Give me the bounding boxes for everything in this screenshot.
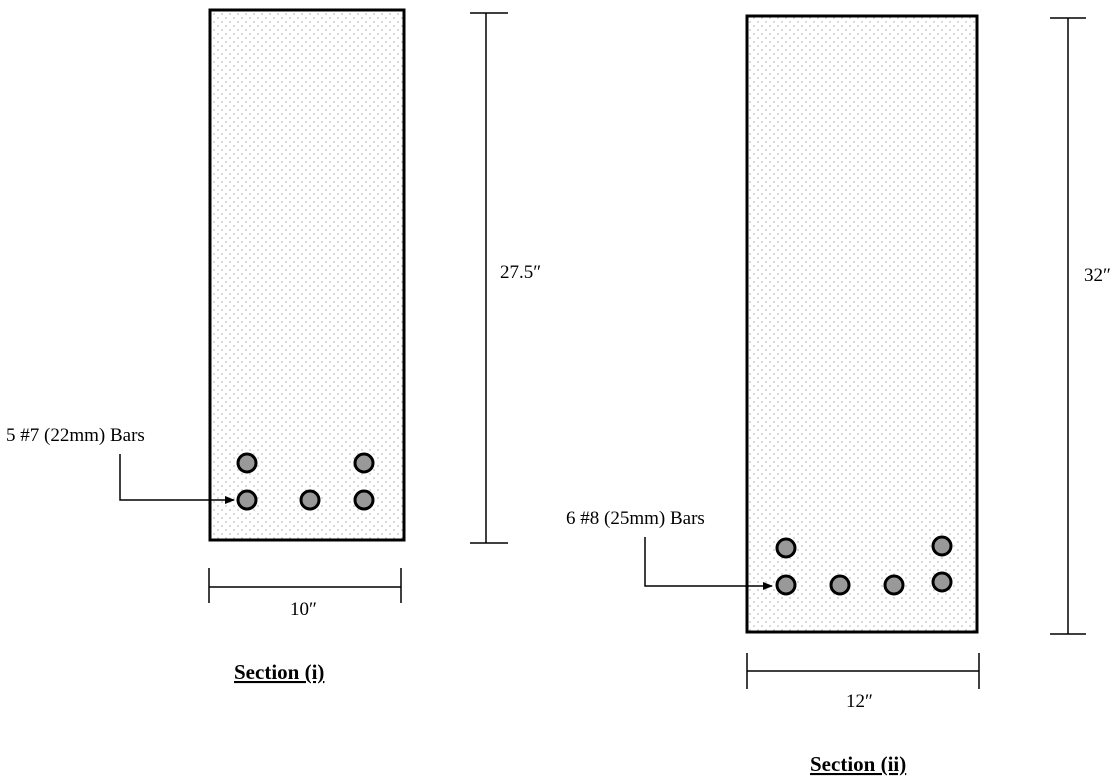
section-i-bars <box>236 452 375 511</box>
rebar <box>775 537 797 559</box>
section-ii-bars-label: 6 #8 (25mm) Bars <box>566 508 705 529</box>
section-i-concrete <box>208 8 406 542</box>
section-i-depth-label: 27.5″ <box>500 262 541 283</box>
section-ii-depth-label: 32″ <box>1084 265 1111 286</box>
rebar <box>299 489 321 511</box>
section-i-bars-leader <box>119 454 235 504</box>
section-ii-bars-leader <box>644 537 773 590</box>
rebar <box>931 571 953 593</box>
rebar <box>236 452 258 474</box>
rebar <box>775 574 797 596</box>
section-ii: 6 #8 (25mm) Bars 32″ 12″ Section (ii) <box>566 14 1111 776</box>
section-ii-width-label: 12″ <box>846 691 873 712</box>
section-ii-title: Section (ii) <box>810 752 906 776</box>
section-i-bars-label: 5 #7 (22mm) Bars <box>6 425 145 446</box>
rebar <box>829 574 851 596</box>
rebar <box>931 535 953 557</box>
section-ii-depth-dimension <box>1050 17 1086 635</box>
rebar <box>353 452 375 474</box>
section-ii-concrete <box>745 14 979 634</box>
section-i-width-dimension <box>208 568 402 603</box>
rebar <box>353 489 375 511</box>
section-i-title: Section (i) <box>234 660 324 684</box>
section-ii-bars <box>775 535 953 596</box>
rebar <box>236 489 258 511</box>
section-ii-width-dimension <box>746 653 980 689</box>
section-i-depth-dimension <box>470 12 508 544</box>
rebar <box>883 574 905 596</box>
section-i-width-label: 10″ <box>290 599 317 620</box>
section-i: 5 #7 (22mm) Bars 27.5″ 10″ Section (i) <box>6 8 541 684</box>
